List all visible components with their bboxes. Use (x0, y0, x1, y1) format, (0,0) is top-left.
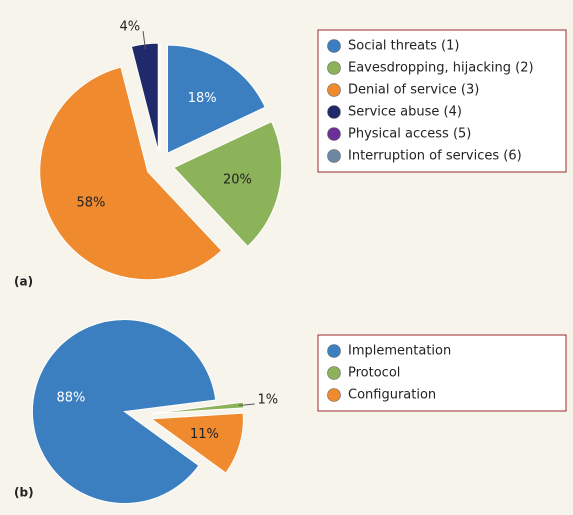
pie-slice (31, 319, 217, 505)
legend-label: Denial of service (3) (348, 83, 479, 98)
data-label: 88% (57, 390, 86, 405)
data-label: 18% (188, 91, 217, 106)
legend-marker (327, 105, 341, 119)
data-label: 58% (76, 195, 105, 210)
legend-label: Social threats (1) (348, 39, 459, 54)
legend-marker (327, 83, 341, 97)
pie-slice (150, 412, 244, 474)
legend-label: Configuration (348, 388, 436, 403)
legend-label: Eavesdropping, hijacking (2) (348, 61, 534, 76)
leader-line (142, 31, 146, 50)
data-label: 1% (258, 392, 279, 407)
data-label: 20% (223, 172, 252, 187)
legend-marker (327, 127, 341, 141)
legend-label: Interruption of services (6) (348, 149, 522, 164)
pie-slice (172, 120, 283, 248)
legend-box (317, 29, 567, 173)
legend-box (317, 334, 567, 412)
legend-marker (327, 61, 341, 75)
legend-marker (327, 39, 341, 53)
legend-label: Implementation (348, 344, 451, 359)
legend-marker (327, 344, 341, 358)
legend-label: Physical access (5) (348, 127, 471, 142)
legend-marker (327, 366, 341, 380)
legend-marker (327, 149, 341, 163)
data-label: 11% (190, 427, 219, 442)
legend-label: Protocol (348, 366, 400, 381)
legend-marker (327, 388, 341, 402)
panel-label: (a) (14, 275, 33, 289)
pie-slice (167, 44, 266, 154)
legend-label: Service abuse (4) (348, 105, 462, 120)
leader-line (238, 403, 255, 406)
pie-slice (39, 66, 223, 281)
data-label: 4% (119, 20, 140, 35)
panel-label: (b) (14, 486, 34, 500)
